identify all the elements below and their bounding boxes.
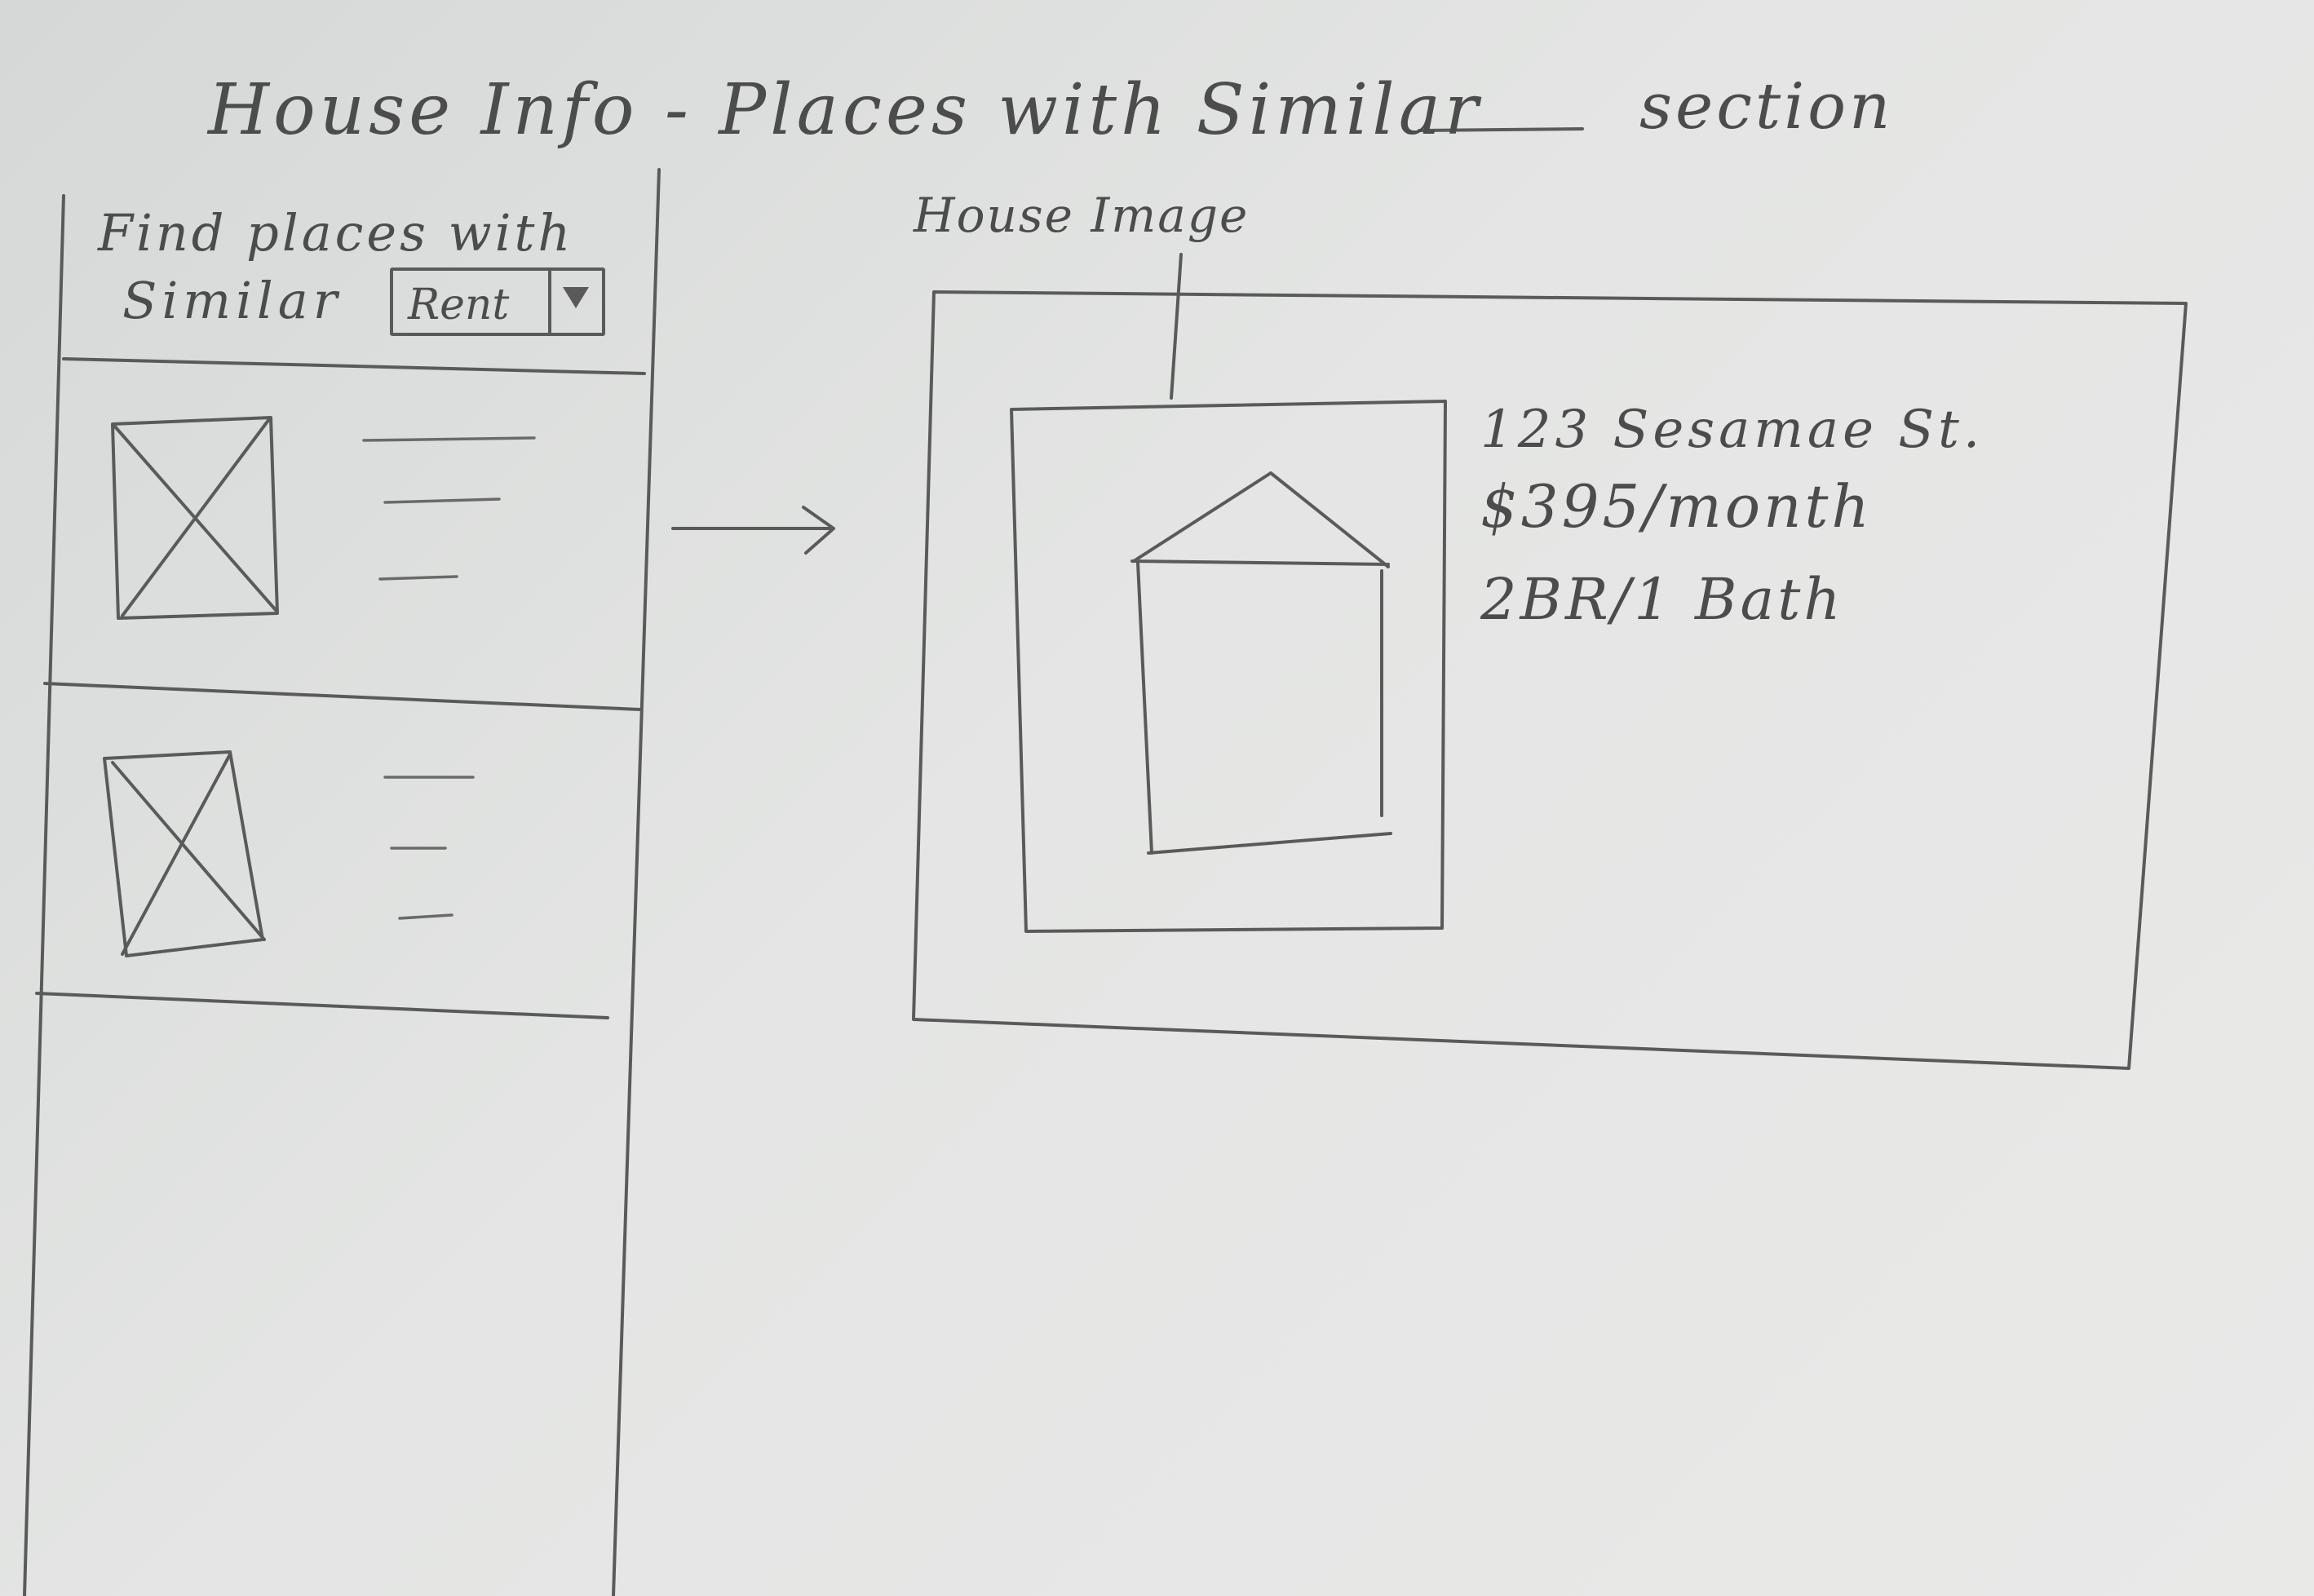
house-floor <box>1147 832 1392 855</box>
text-placeholder-line <box>378 575 458 581</box>
similar-label: Similar <box>122 271 343 330</box>
image-label-pointer <box>1170 253 1183 400</box>
image-placeholder-cross-1 <box>111 761 266 941</box>
image-label: House Image <box>914 188 1250 243</box>
text-placeholder-line <box>362 436 536 442</box>
house-left-wall <box>1136 561 1153 855</box>
arrow-head-icon <box>802 506 835 555</box>
sidebar-header-divider <box>62 357 646 375</box>
house-icon <box>1130 471 1392 855</box>
list-item-2-graphics <box>103 750 475 957</box>
page-title: House Info - Places with Similar <box>208 69 1483 151</box>
image-frame-outline <box>1010 400 1447 933</box>
house-roof-base <box>1130 559 1390 566</box>
sidebar-item-divider-1 <box>43 682 642 711</box>
title-blank-line <box>1418 127 1584 132</box>
similar-criteria-dropdown[interactable]: Rent <box>390 267 605 336</box>
listing-beds-baths: 2BR/1 Bath <box>1480 566 1844 633</box>
image-placeholder-icon <box>111 416 279 620</box>
sidebar-right-border <box>612 168 661 1596</box>
find-places-text: Find places with <box>98 203 574 263</box>
listing-address: 123 Sesamae St. <box>1480 400 1984 460</box>
image-placeholder-cross-2 <box>121 418 271 617</box>
image-placeholder-cross-2 <box>121 753 232 956</box>
text-placeholder-line <box>383 497 501 504</box>
dropdown-divider <box>548 271 551 333</box>
detail-card-outline <box>912 290 2188 1070</box>
chevron-down-icon <box>563 287 589 308</box>
list-item-1-graphics <box>111 416 536 620</box>
house-roof <box>1132 471 1390 568</box>
text-placeholder-line <box>398 913 454 920</box>
listing-price: $395/month <box>1480 472 1873 541</box>
sidebar-left-border <box>23 194 65 1596</box>
page-title-suffix: section <box>1639 70 1894 144</box>
dropdown-selected-value: Rent <box>408 281 510 329</box>
sidebar-item-divider-2 <box>35 992 609 1019</box>
